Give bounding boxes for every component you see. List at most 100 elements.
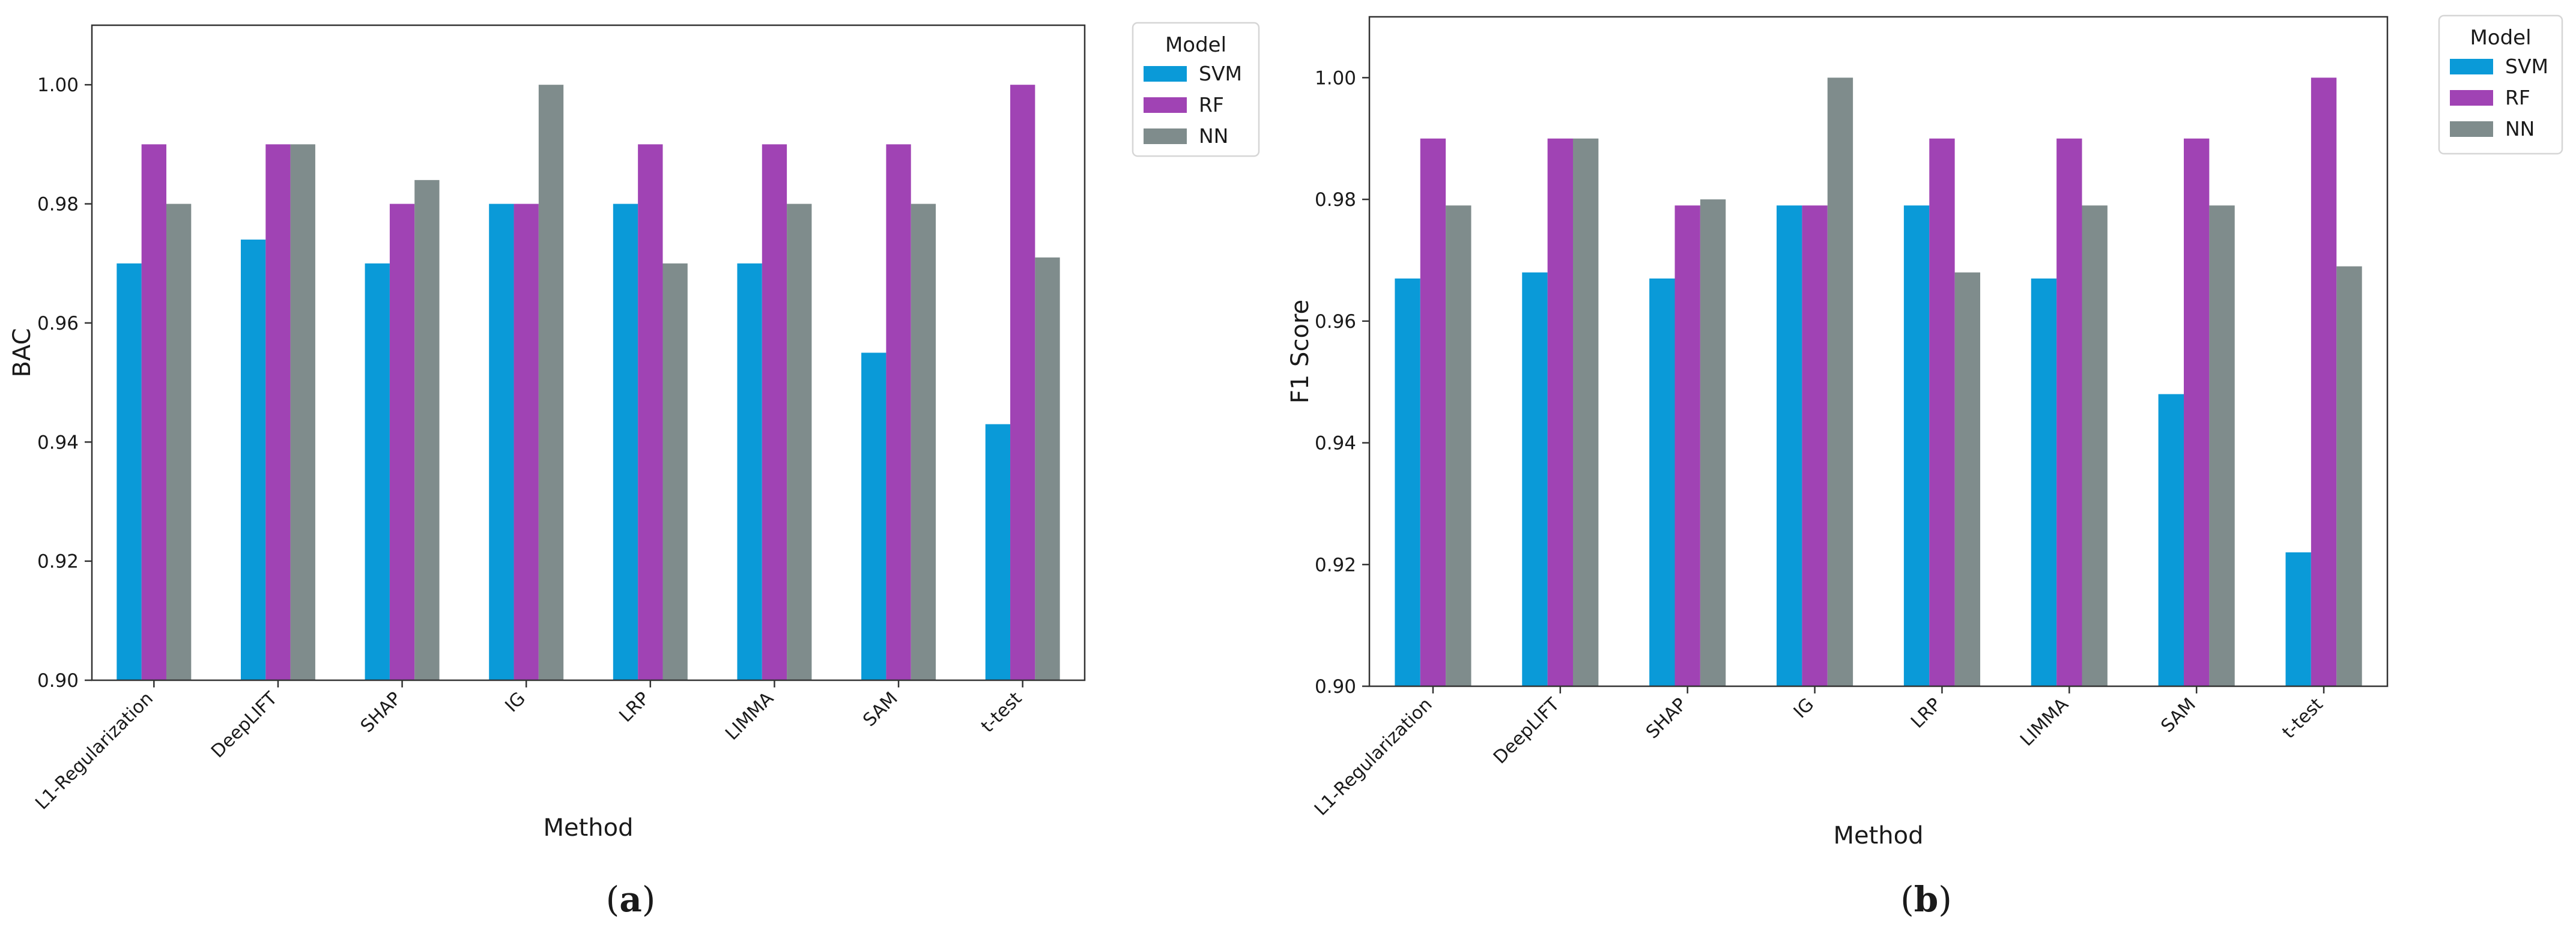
legend-box	[1132, 22, 1260, 157]
bar-rf-limma	[2056, 138, 2082, 687]
y-tick-label: 0.90	[1315, 676, 1356, 698]
legend-box	[2438, 14, 2563, 155]
legend-label-rf: RF	[2505, 86, 2530, 109]
x-tick-label: SAM	[2157, 694, 2199, 737]
x-tick-label: IG	[1790, 694, 1818, 722]
bar-svm-deeplift	[1522, 272, 1548, 687]
y-tick-label: 0.92	[1315, 554, 1356, 576]
y-tick-label: 1.00	[1315, 67, 1356, 89]
x-tick-label: LIMMA	[721, 688, 778, 744]
x-axis-label: Method	[1833, 822, 1923, 850]
y-tick-label: 0.94	[37, 432, 79, 453]
bar-svm-sam	[2158, 394, 2184, 686]
caption-close: )	[642, 879, 656, 920]
bar-svm-limma	[2031, 278, 2057, 686]
y-tick-label: 0.92	[37, 551, 79, 573]
x-tick-label: t-test	[2278, 694, 2327, 743]
legend-label-svm: SVM	[1199, 62, 1242, 85]
y-tick-label: 0.98	[1315, 189, 1356, 211]
x-tick-label: LRP	[1907, 694, 1945, 732]
panel-caption: (b)	[1900, 879, 1952, 920]
bar-rf-lrp	[1929, 138, 1955, 687]
bar-nn-shap	[414, 180, 440, 680]
caption-letter: a	[619, 879, 642, 920]
bar-nn-limma	[787, 204, 812, 680]
x-tick-label: DeepLIFT	[1490, 693, 1564, 768]
x-tick-label: SHAP	[357, 688, 405, 737]
bar-rf-t-test	[1010, 85, 1035, 680]
y-axis-label: BAC	[8, 328, 36, 377]
bar-nn-sam	[911, 204, 936, 680]
bar-nn-ig	[538, 85, 564, 680]
bar-nn-t-test	[2336, 266, 2362, 687]
chart-panel-2: 0.90 0.92 0.94 0.96 0.98 1.00 L1-Regularizatio…	[1286, 14, 2563, 920]
legend-swatch-nn	[1144, 128, 1187, 144]
bar-nn-l1-regularization	[1446, 205, 1471, 687]
legend: Model SVM RF NN	[1132, 22, 1260, 157]
bar-svm-shap	[365, 263, 390, 681]
legend-label-nn: NN	[1199, 124, 1228, 148]
plot-frame	[1368, 16, 2389, 687]
y-tick-label: 1.00	[37, 74, 79, 96]
bar-rf-shap	[1674, 205, 1700, 687]
legend-swatch-svm	[1144, 66, 1187, 82]
bar-nn-ig	[1827, 77, 1853, 687]
bar-svm-t-test	[2285, 552, 2311, 686]
y-tick-label: 0.98	[37, 194, 79, 216]
bar-svm-l1-regularization	[1395, 278, 1420, 686]
bar-rf-ig	[1802, 205, 1828, 687]
y-tick-label: 0.94	[1315, 433, 1356, 454]
legend-swatch-rf	[1144, 97, 1187, 113]
bar-rf-deeplift	[1547, 138, 1574, 687]
x-axis-label: Method	[543, 814, 633, 842]
bar-nn-shap	[1700, 199, 1726, 687]
bar-svm-shap	[1649, 278, 1675, 686]
y-axis-label: F1 Score	[1286, 300, 1314, 403]
x-tick-label: t-test	[977, 688, 1026, 737]
x-tick-label: SAM	[859, 688, 902, 731]
bar-svm-t-test	[985, 424, 1011, 680]
bar-svm-sam	[861, 352, 886, 680]
bar-rf-ig	[514, 204, 539, 680]
legend-label-svm: SVM	[2505, 55, 2548, 78]
bar-rf-deeplift	[265, 144, 291, 681]
plot-frame	[91, 24, 1086, 681]
x-tick-label: SHAP	[1642, 694, 1691, 743]
bar-rf-shap	[389, 204, 415, 680]
legend-title: Model	[1165, 33, 1226, 57]
x-tick-label: L1-Regularization	[1311, 694, 1437, 820]
caption-close: )	[1938, 879, 1952, 920]
bar-rf-sam	[886, 144, 911, 681]
legend: Model SVM RF NN	[2438, 14, 2563, 155]
bar-rf-sam	[2184, 138, 2210, 687]
bar-nn-limma	[2082, 205, 2108, 687]
bar-nn-deeplift	[290, 144, 315, 681]
x-tick-label: LIMMA	[2016, 694, 2073, 750]
bar-nn-deeplift	[1573, 138, 1599, 687]
legend-swatch-svm	[2450, 59, 2493, 74]
x-tick-label: LRP	[615, 688, 653, 726]
bar-rf-lrp	[638, 144, 663, 681]
caption-open: (	[606, 879, 620, 920]
bar-svm-lrp	[1903, 205, 1930, 687]
bar-svm-deeplift	[240, 240, 266, 680]
x-tick-label: DeepLIFT	[207, 687, 282, 762]
bar-rf-limma	[762, 144, 787, 681]
legend-title: Model	[2470, 26, 2531, 50]
bar-svm-limma	[737, 263, 762, 681]
bar-nn-sam	[2209, 205, 2235, 687]
bar-nn-lrp	[662, 263, 688, 681]
bar-nn-t-test	[1035, 257, 1060, 680]
bar-rf-l1-regularization	[1420, 138, 1446, 687]
bar-rf-l1-regularization	[141, 144, 166, 681]
legend-swatch-rf	[2450, 90, 2493, 106]
legend-label-nn: NN	[2505, 117, 2535, 140]
bar-nn-lrp	[1954, 272, 1981, 687]
y-tick-label: 0.96	[1315, 311, 1356, 333]
bar-svm-ig	[1777, 205, 1802, 687]
y-tick-label: 0.90	[37, 670, 79, 692]
x-tick-label: IG	[501, 688, 529, 716]
bar-svm-l1-regularization	[117, 263, 142, 681]
caption-letter: b	[1914, 879, 1939, 920]
